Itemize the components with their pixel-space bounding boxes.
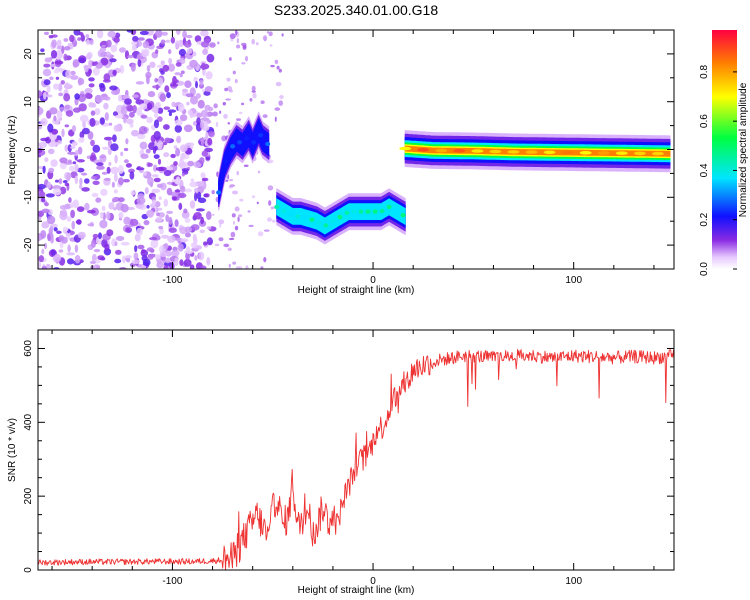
spectrogram-content (38, 30, 671, 269)
snr-panel: -100 0 100 0 200 400 600 Height of straight li… (7, 329, 675, 596)
spectrogram-y-tick-label: 0 (23, 146, 34, 152)
spectrogram-x-tick-label: -100 (162, 275, 182, 286)
snr-x-tick-label: 100 (565, 576, 582, 587)
spectrogram-x-axis-label: Height of straight line (km) (298, 285, 415, 296)
ridge-3 (399, 130, 671, 173)
spectrogram-y-tick-label: -10 (23, 190, 34, 205)
colorbar: 0.0 0.2 0.4 0.6 0.8 Normalized spectral ampl… (699, 30, 749, 276)
spectrogram-y-tick-label: -20 (23, 237, 34, 252)
snr-y-axis-label: SNR (10 * v/v) (7, 418, 18, 482)
spectrogram-y-axis-label: Frequency (Hz) (7, 116, 18, 185)
spectrogram-y-tick-label: 20 (23, 48, 34, 60)
ridge-1 (216, 111, 271, 211)
figure-title: S233.2025.340.01.00.G18 (274, 2, 438, 18)
snr-content (38, 348, 674, 570)
noise-speckle (38, 30, 284, 269)
snr-x-tick-label: -100 (162, 576, 182, 587)
snr-frame (37, 329, 675, 571)
snr-axes: -100 0 100 0 200 400 600 (23, 329, 674, 587)
snr-y-tick-label: 200 (23, 487, 34, 504)
snr-x-axis-label: Height of straight line (km) (298, 585, 415, 596)
snr-series-line (38, 348, 674, 570)
snr-y-tick-label: 0 (23, 567, 34, 573)
spectrogram-y-tick-label: 10 (23, 96, 34, 108)
ridge-2 (274, 188, 406, 245)
snr-y-tick-label: 400 (23, 414, 34, 431)
colorbar-tick-label: 0.0 (699, 262, 710, 276)
colorbar-ticks: 0.0 0.2 0.4 0.6 0.8 (699, 64, 737, 276)
spectrogram-x-tick-label: 100 (565, 275, 582, 286)
snr-y-tick-label: 600 (23, 340, 34, 357)
colorbar-label: Normalized spectral amplitude (738, 82, 749, 217)
spectrogram-x-tick-label: 0 (370, 275, 376, 286)
colorbar-gradient (712, 30, 737, 269)
colorbar-tick-label: 0.2 (699, 212, 710, 226)
colorbar-tick-label: 0.4 (699, 163, 710, 177)
colorbar-tick-label: 0.6 (699, 114, 710, 128)
colorbar-tick-label: 0.8 (699, 64, 710, 78)
snr-x-tick-label: 0 (370, 576, 376, 587)
